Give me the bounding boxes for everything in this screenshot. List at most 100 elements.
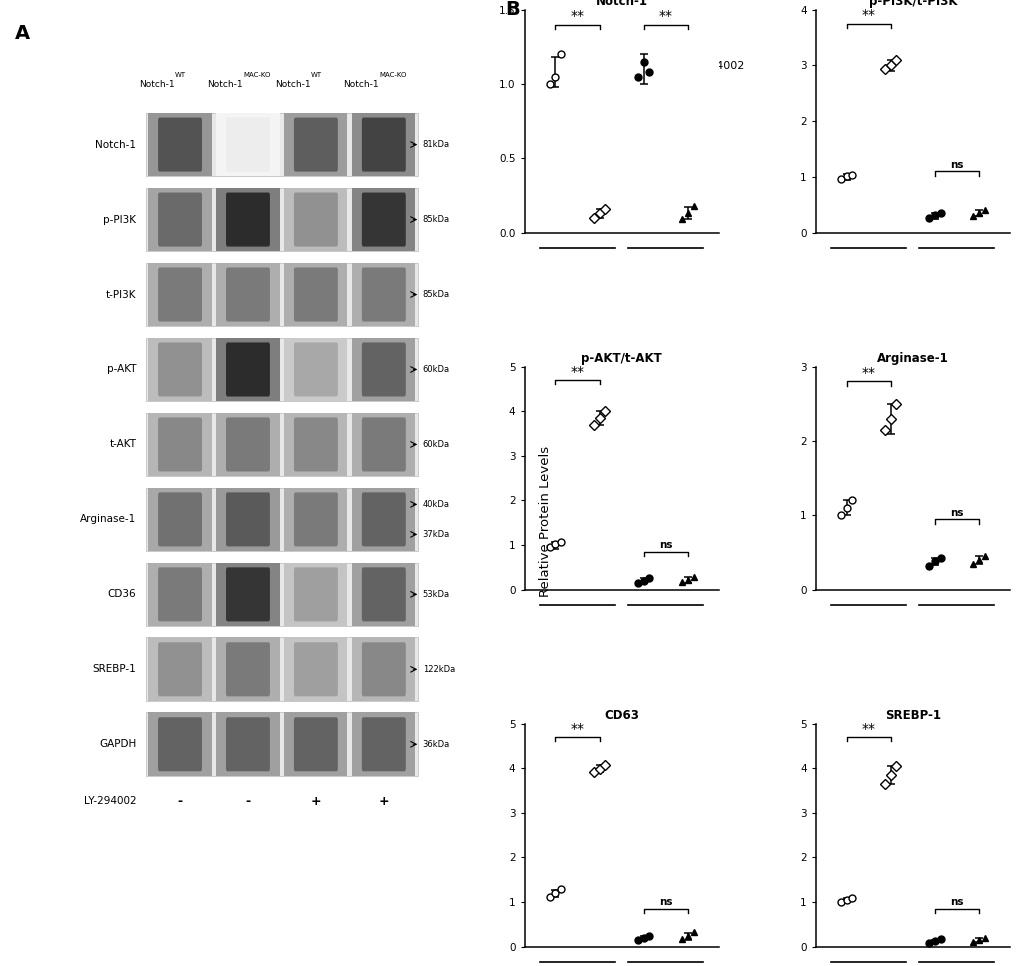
Bar bbox=[284, 562, 347, 626]
Text: B: B bbox=[504, 0, 520, 19]
Text: SREBP-1: SREBP-1 bbox=[93, 665, 137, 674]
FancyBboxPatch shape bbox=[362, 118, 406, 172]
Text: GAPDH: GAPDH bbox=[99, 739, 137, 750]
Text: **: ** bbox=[658, 10, 673, 23]
Bar bbox=[146, 187, 418, 251]
FancyBboxPatch shape bbox=[226, 417, 270, 471]
Bar bbox=[216, 412, 279, 476]
Bar bbox=[352, 713, 415, 776]
FancyBboxPatch shape bbox=[226, 493, 270, 547]
Text: 60kDa: 60kDa bbox=[422, 440, 449, 449]
Text: ns: ns bbox=[949, 508, 963, 518]
FancyBboxPatch shape bbox=[293, 642, 337, 696]
Title: CD63: CD63 bbox=[603, 709, 639, 723]
Bar bbox=[149, 412, 211, 476]
Text: +: + bbox=[311, 795, 321, 808]
Text: ns: ns bbox=[658, 540, 672, 551]
Text: **: ** bbox=[570, 10, 584, 23]
FancyBboxPatch shape bbox=[158, 567, 202, 621]
Text: 81kDa: 81kDa bbox=[422, 140, 449, 149]
Text: A: A bbox=[15, 24, 31, 43]
FancyBboxPatch shape bbox=[362, 642, 406, 696]
Bar bbox=[284, 187, 347, 251]
FancyBboxPatch shape bbox=[362, 417, 406, 471]
Bar bbox=[149, 638, 211, 701]
Bar bbox=[146, 337, 418, 401]
FancyBboxPatch shape bbox=[362, 192, 406, 246]
FancyBboxPatch shape bbox=[158, 417, 202, 471]
Bar bbox=[216, 187, 279, 251]
Bar bbox=[352, 412, 415, 476]
Bar bbox=[146, 263, 418, 327]
FancyBboxPatch shape bbox=[158, 343, 202, 396]
Text: MAC-KO: MAC-KO bbox=[379, 72, 406, 78]
FancyBboxPatch shape bbox=[158, 718, 202, 771]
Bar bbox=[149, 337, 211, 401]
Text: 37kDa: 37kDa bbox=[422, 530, 449, 539]
Title: p-AKT/t-AKT: p-AKT/t-AKT bbox=[581, 353, 661, 365]
FancyBboxPatch shape bbox=[226, 268, 270, 322]
Bar bbox=[149, 562, 211, 626]
FancyBboxPatch shape bbox=[226, 642, 270, 696]
Bar bbox=[216, 337, 279, 401]
FancyBboxPatch shape bbox=[226, 718, 270, 771]
Text: -: - bbox=[246, 795, 251, 808]
Text: 85kDa: 85kDa bbox=[422, 290, 449, 299]
Bar bbox=[352, 488, 415, 552]
Bar bbox=[146, 713, 418, 776]
Text: MAC-KO: MAC-KO bbox=[243, 72, 270, 78]
Text: 53kDa: 53kDa bbox=[422, 590, 449, 599]
Bar bbox=[216, 638, 279, 701]
Text: ns: ns bbox=[658, 897, 672, 907]
FancyBboxPatch shape bbox=[158, 642, 202, 696]
Bar bbox=[352, 263, 415, 327]
FancyBboxPatch shape bbox=[226, 343, 270, 396]
Title: SREBP-1: SREBP-1 bbox=[883, 709, 940, 723]
Text: CD36: CD36 bbox=[108, 589, 137, 599]
Bar bbox=[149, 488, 211, 552]
Title: p-PI3K/t-PI3K: p-PI3K/t-PI3K bbox=[867, 0, 956, 9]
Title: Arginase-1: Arginase-1 bbox=[876, 353, 948, 365]
Text: **: ** bbox=[570, 365, 584, 379]
Bar bbox=[284, 412, 347, 476]
FancyBboxPatch shape bbox=[226, 192, 270, 246]
FancyBboxPatch shape bbox=[293, 118, 337, 172]
Bar bbox=[216, 713, 279, 776]
Text: WT: WT bbox=[311, 72, 322, 78]
FancyBboxPatch shape bbox=[158, 268, 202, 322]
Text: **: ** bbox=[861, 722, 874, 736]
Text: Arginase-1: Arginase-1 bbox=[81, 515, 137, 525]
Bar bbox=[216, 562, 279, 626]
Text: 85kDa: 85kDa bbox=[422, 215, 449, 224]
Text: **: ** bbox=[570, 722, 584, 736]
Bar bbox=[146, 638, 418, 701]
FancyBboxPatch shape bbox=[158, 493, 202, 547]
Text: -: - bbox=[177, 795, 182, 808]
FancyBboxPatch shape bbox=[293, 567, 337, 621]
Bar bbox=[284, 263, 347, 327]
Bar bbox=[284, 113, 347, 177]
Bar bbox=[352, 187, 415, 251]
Bar bbox=[352, 562, 415, 626]
Bar bbox=[216, 113, 279, 177]
Text: 122kDa: 122kDa bbox=[422, 665, 454, 674]
FancyBboxPatch shape bbox=[158, 192, 202, 246]
FancyBboxPatch shape bbox=[293, 268, 337, 322]
FancyBboxPatch shape bbox=[158, 118, 202, 172]
Bar bbox=[216, 488, 279, 552]
Bar bbox=[352, 638, 415, 701]
Text: **: ** bbox=[861, 9, 874, 22]
Text: Relative Protein Levels: Relative Protein Levels bbox=[539, 446, 551, 597]
Bar bbox=[352, 113, 415, 177]
Bar bbox=[149, 263, 211, 327]
Text: ns: ns bbox=[949, 897, 963, 907]
Bar bbox=[149, 113, 211, 177]
Text: Notch-1: Notch-1 bbox=[343, 80, 379, 89]
Text: p-PI3K: p-PI3K bbox=[103, 214, 137, 224]
Bar bbox=[216, 263, 279, 327]
FancyBboxPatch shape bbox=[226, 567, 270, 621]
Bar bbox=[146, 113, 418, 177]
Bar bbox=[149, 187, 211, 251]
Text: Notch-1: Notch-1 bbox=[207, 80, 243, 89]
Text: p-AKT: p-AKT bbox=[107, 364, 137, 375]
